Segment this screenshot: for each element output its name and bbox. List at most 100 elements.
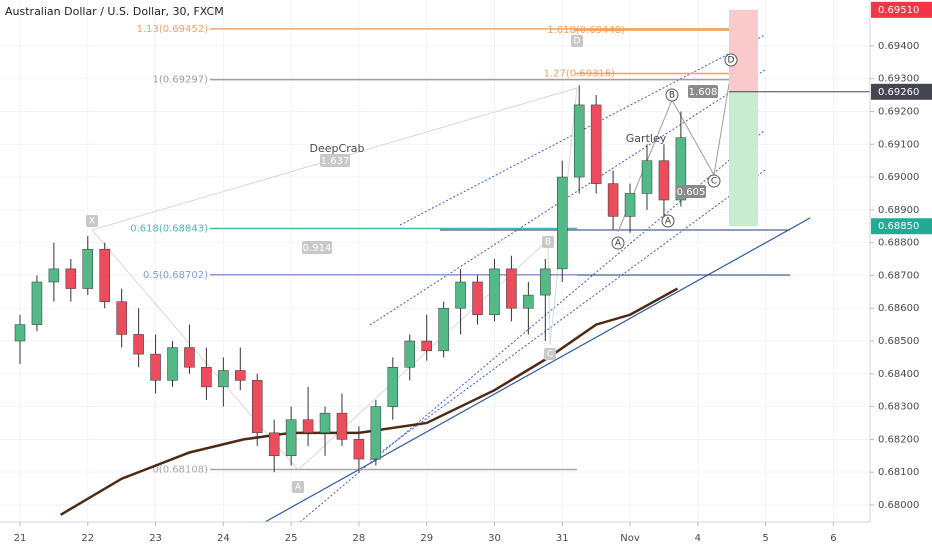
- candle-body: [590, 104, 602, 184]
- x-tick-label: 24: [217, 533, 230, 544]
- chart-title: Australian Dollar / U.S. Dollar, 30, FXC…: [5, 5, 224, 18]
- stop-zone: [729, 9, 758, 92]
- candle-body: [624, 193, 636, 217]
- y-tick-label: 0.69000: [878, 172, 919, 183]
- candle-body: [201, 366, 212, 388]
- point-label: X: [89, 217, 95, 227]
- point-box: [707, 174, 721, 188]
- candle-body: [472, 281, 483, 316]
- y-tick-label: 0.68200: [878, 434, 919, 445]
- candle-body: [438, 307, 449, 352]
- pattern-name: DeepCrab: [310, 142, 365, 155]
- price-tag: [871, 1, 932, 18]
- candle-body: [116, 301, 127, 335]
- x-tick-label: 6: [830, 533, 836, 544]
- candle-body: [48, 268, 60, 283]
- point-box: [571, 35, 583, 47]
- ratio-box: [320, 154, 350, 167]
- candle-body: [675, 137, 687, 201]
- candle-body: [99, 248, 110, 302]
- fib-label: 0(0.68108): [152, 465, 208, 476]
- fib-label: 0.618(0.68843): [130, 224, 208, 235]
- x-tick-label: 5: [762, 533, 768, 544]
- point-label: D: [574, 37, 581, 47]
- y-tick-label: 0.69400: [878, 41, 919, 52]
- candle-body: [150, 353, 161, 381]
- moving-average: [60, 287, 679, 516]
- candle-body: [167, 347, 178, 381]
- target-zone: [729, 91, 758, 227]
- fib-label: 1.618(0.69448): [547, 25, 625, 36]
- candle-body: [523, 294, 534, 309]
- candle-body: [65, 268, 77, 289]
- x-tick-label: 23: [149, 533, 162, 544]
- candle-body: [133, 334, 144, 355]
- ratio-box: [688, 85, 718, 98]
- candle-body: [31, 281, 43, 325]
- pattern-points: X A B C D A A B C D: [86, 35, 738, 493]
- ratio-label: 0.914: [303, 243, 332, 254]
- candle-body: [455, 281, 466, 309]
- ratio-label: 0.605: [677, 187, 706, 198]
- candle-body: [251, 380, 263, 434]
- candle-body: [268, 432, 280, 457]
- fib-label: 1.13(0.69452): [137, 24, 209, 35]
- candle-body: [489, 268, 500, 316]
- point-label: A: [615, 239, 622, 249]
- point-label: A: [295, 483, 302, 493]
- candle-body: [404, 340, 416, 368]
- ratio-label: 1.608: [689, 87, 718, 98]
- channel-line: [369, 169, 766, 461]
- candle-body: [506, 268, 517, 309]
- candle-body: [607, 183, 619, 217]
- x-tick-label: 22: [81, 533, 94, 544]
- candle-body: [421, 340, 432, 352]
- price-tag-label: 0.69510: [878, 5, 919, 16]
- price-tag: [871, 83, 932, 100]
- point-box: [86, 215, 98, 227]
- y-tick-label: 0.68500: [878, 336, 919, 347]
- point-label: C: [711, 177, 717, 187]
- point-box: [661, 214, 675, 228]
- point-label: C: [547, 350, 553, 360]
- point-label: B: [545, 238, 551, 248]
- candle-body: [573, 104, 585, 178]
- price-tag-label: 0.68850: [878, 221, 919, 232]
- fib-levels: 1.13(0.69452) 1.618(0.69448) 1(0.69297) 1.2…: [130, 24, 735, 476]
- y-tick-label: 0.69100: [878, 139, 919, 150]
- price-tag-label: 0.69260: [878, 87, 919, 98]
- point-box: [292, 481, 304, 493]
- point-label: D: [728, 56, 735, 66]
- point-box: [544, 348, 556, 360]
- x-tick-label: 25: [285, 533, 298, 544]
- fib-label: 1.27(0.69316): [544, 68, 616, 79]
- y-tick-label: 0.68400: [878, 369, 919, 380]
- candle-body: [336, 412, 348, 440]
- candle-body: [557, 176, 568, 270]
- grid: [0, 0, 870, 522]
- candle-body: [387, 366, 399, 407]
- ratio-box: [676, 185, 706, 198]
- candle-body: [302, 419, 314, 434]
- x-tick-label: 29: [420, 533, 433, 544]
- fib-label: 0.5(0.68702): [143, 270, 208, 281]
- candle-body: [285, 419, 297, 457]
- candle-body: [641, 160, 653, 194]
- y-tick-label: 0.68300: [878, 402, 919, 413]
- point-label: B: [669, 91, 675, 101]
- y-tick-label: 0.68800: [878, 238, 919, 249]
- ratio-box: [302, 241, 332, 254]
- point-box: [724, 53, 738, 67]
- x-tick-label: 4: [695, 533, 701, 544]
- y-tick-label: 0.69200: [878, 106, 919, 117]
- ratio-label: 1.637: [321, 156, 350, 167]
- candle-body: [540, 268, 551, 296]
- pattern-name: Gartley: [626, 132, 667, 145]
- x-tick-label: 31: [556, 533, 569, 544]
- y-tick-label: 0.69300: [878, 74, 919, 85]
- candle-body: [184, 347, 195, 368]
- y-tick-label: 0.68600: [878, 303, 919, 314]
- candle-body: [370, 406, 382, 460]
- y-tick-label: 0.68100: [878, 467, 919, 478]
